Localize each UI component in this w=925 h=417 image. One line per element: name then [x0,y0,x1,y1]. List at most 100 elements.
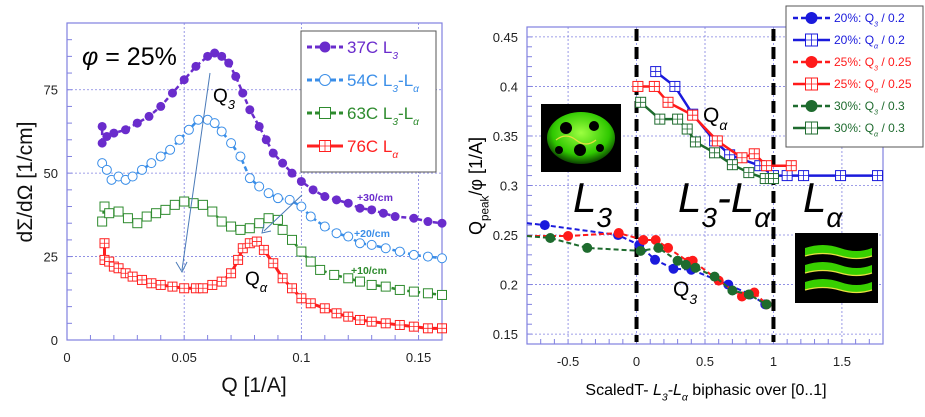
data-point [423,217,433,227]
qa-shift-arrow [263,194,303,232]
data-point [319,303,330,314]
phi-annotation: φ = 25% [82,43,177,71]
data-point [650,234,661,245]
data-point [156,101,166,111]
data-point [709,147,721,159]
data-point [179,283,190,294]
data-point [137,164,147,175]
data-point [680,259,691,270]
left-legend: 37C L3 54C L3-Lα 63C L3-Lα 76C Lα [300,30,437,173]
data-point [709,271,720,282]
data-point [736,152,748,164]
data-point [872,170,884,182]
x-tick-label: -0.5 [557,354,579,369]
data-point [193,114,204,125]
y-tick-label: 0.15 [493,327,518,342]
data-point [97,121,107,131]
data-point [315,264,326,275]
data-point [653,242,664,253]
data-point [366,239,377,250]
data-point [121,125,131,135]
data-point [254,121,264,131]
data-point [268,148,278,158]
data-point [319,140,331,152]
data-point [238,88,248,98]
data-point [331,308,342,319]
data-point [244,173,255,184]
data-point [409,213,419,223]
data-point [231,71,241,81]
legend-entry: 25%: Qα / 0.25 [793,77,912,94]
data-point [245,105,255,115]
data-point [332,195,342,205]
data-point [638,234,649,245]
data-point [422,288,433,299]
data-point [305,211,316,222]
offset-10-label: +10/cm [351,265,387,277]
region-lalpha-label: Lα [803,174,843,233]
data-point [305,256,316,267]
data-point [835,170,847,182]
data-point [169,199,180,210]
data-point [343,198,353,208]
data-point [669,80,681,92]
data-point [287,234,297,245]
data-point [378,208,388,218]
data-point [102,131,112,141]
data-point [127,271,138,282]
data-point [408,321,419,332]
legend-entry: 63C L3-Lα [307,104,420,128]
data-point [104,208,115,219]
data-point [380,243,391,254]
data-point [216,276,227,287]
data-point [319,41,331,53]
data-point [97,138,107,148]
legend-entry: 30%: Qα / 0.3 [793,121,905,138]
data-point [272,214,283,225]
data-point [761,160,773,172]
data-point [668,263,679,274]
data-point [233,254,244,265]
data-point [329,269,340,280]
data-point [160,204,171,215]
data-point [805,77,818,91]
label: 76C Lα [347,137,399,161]
right-tick-labels: -0.5 0 0.5 1 1.5 0.15 0.2 0.25 0.3 0.35 0.4 0.45 [493,30,851,369]
data-point [785,160,797,172]
q3-arrowhead [175,261,188,274]
series-76c-l- [99,236,447,334]
right-series [526,66,884,310]
y-tick-label: 0.2 [500,278,518,293]
data-point [650,66,662,78]
legend-entry: 30%: Q3 / 0.3 [793,99,905,116]
data-point [437,218,447,228]
data-point [254,218,265,229]
data-point [263,188,274,199]
right-plot-frame [526,26,884,345]
data-point [366,316,377,327]
phase-boundaries [634,29,776,342]
data-point [216,126,227,137]
x-tick-label: 0 [633,354,640,369]
data-point [284,194,295,205]
y-tick-label: 0.4 [500,79,518,94]
offset-30-label: +30/cm [357,192,393,204]
data-point [237,243,248,254]
data-point [380,318,391,329]
data-point [319,107,331,119]
data-point [648,80,660,92]
data-point [277,273,288,284]
series-30-q3-0-3 [526,233,772,310]
data-point [663,242,674,253]
data-point [296,177,306,186]
data-point [354,314,365,325]
l3-structure-inset [541,104,621,172]
data-point [254,181,265,192]
data-point [437,323,447,334]
qalpha-label: Qα [245,269,268,295]
data-point [305,298,316,309]
data-point [296,201,307,212]
data-point [203,51,213,61]
data-point [632,80,644,92]
data-point [146,278,157,289]
